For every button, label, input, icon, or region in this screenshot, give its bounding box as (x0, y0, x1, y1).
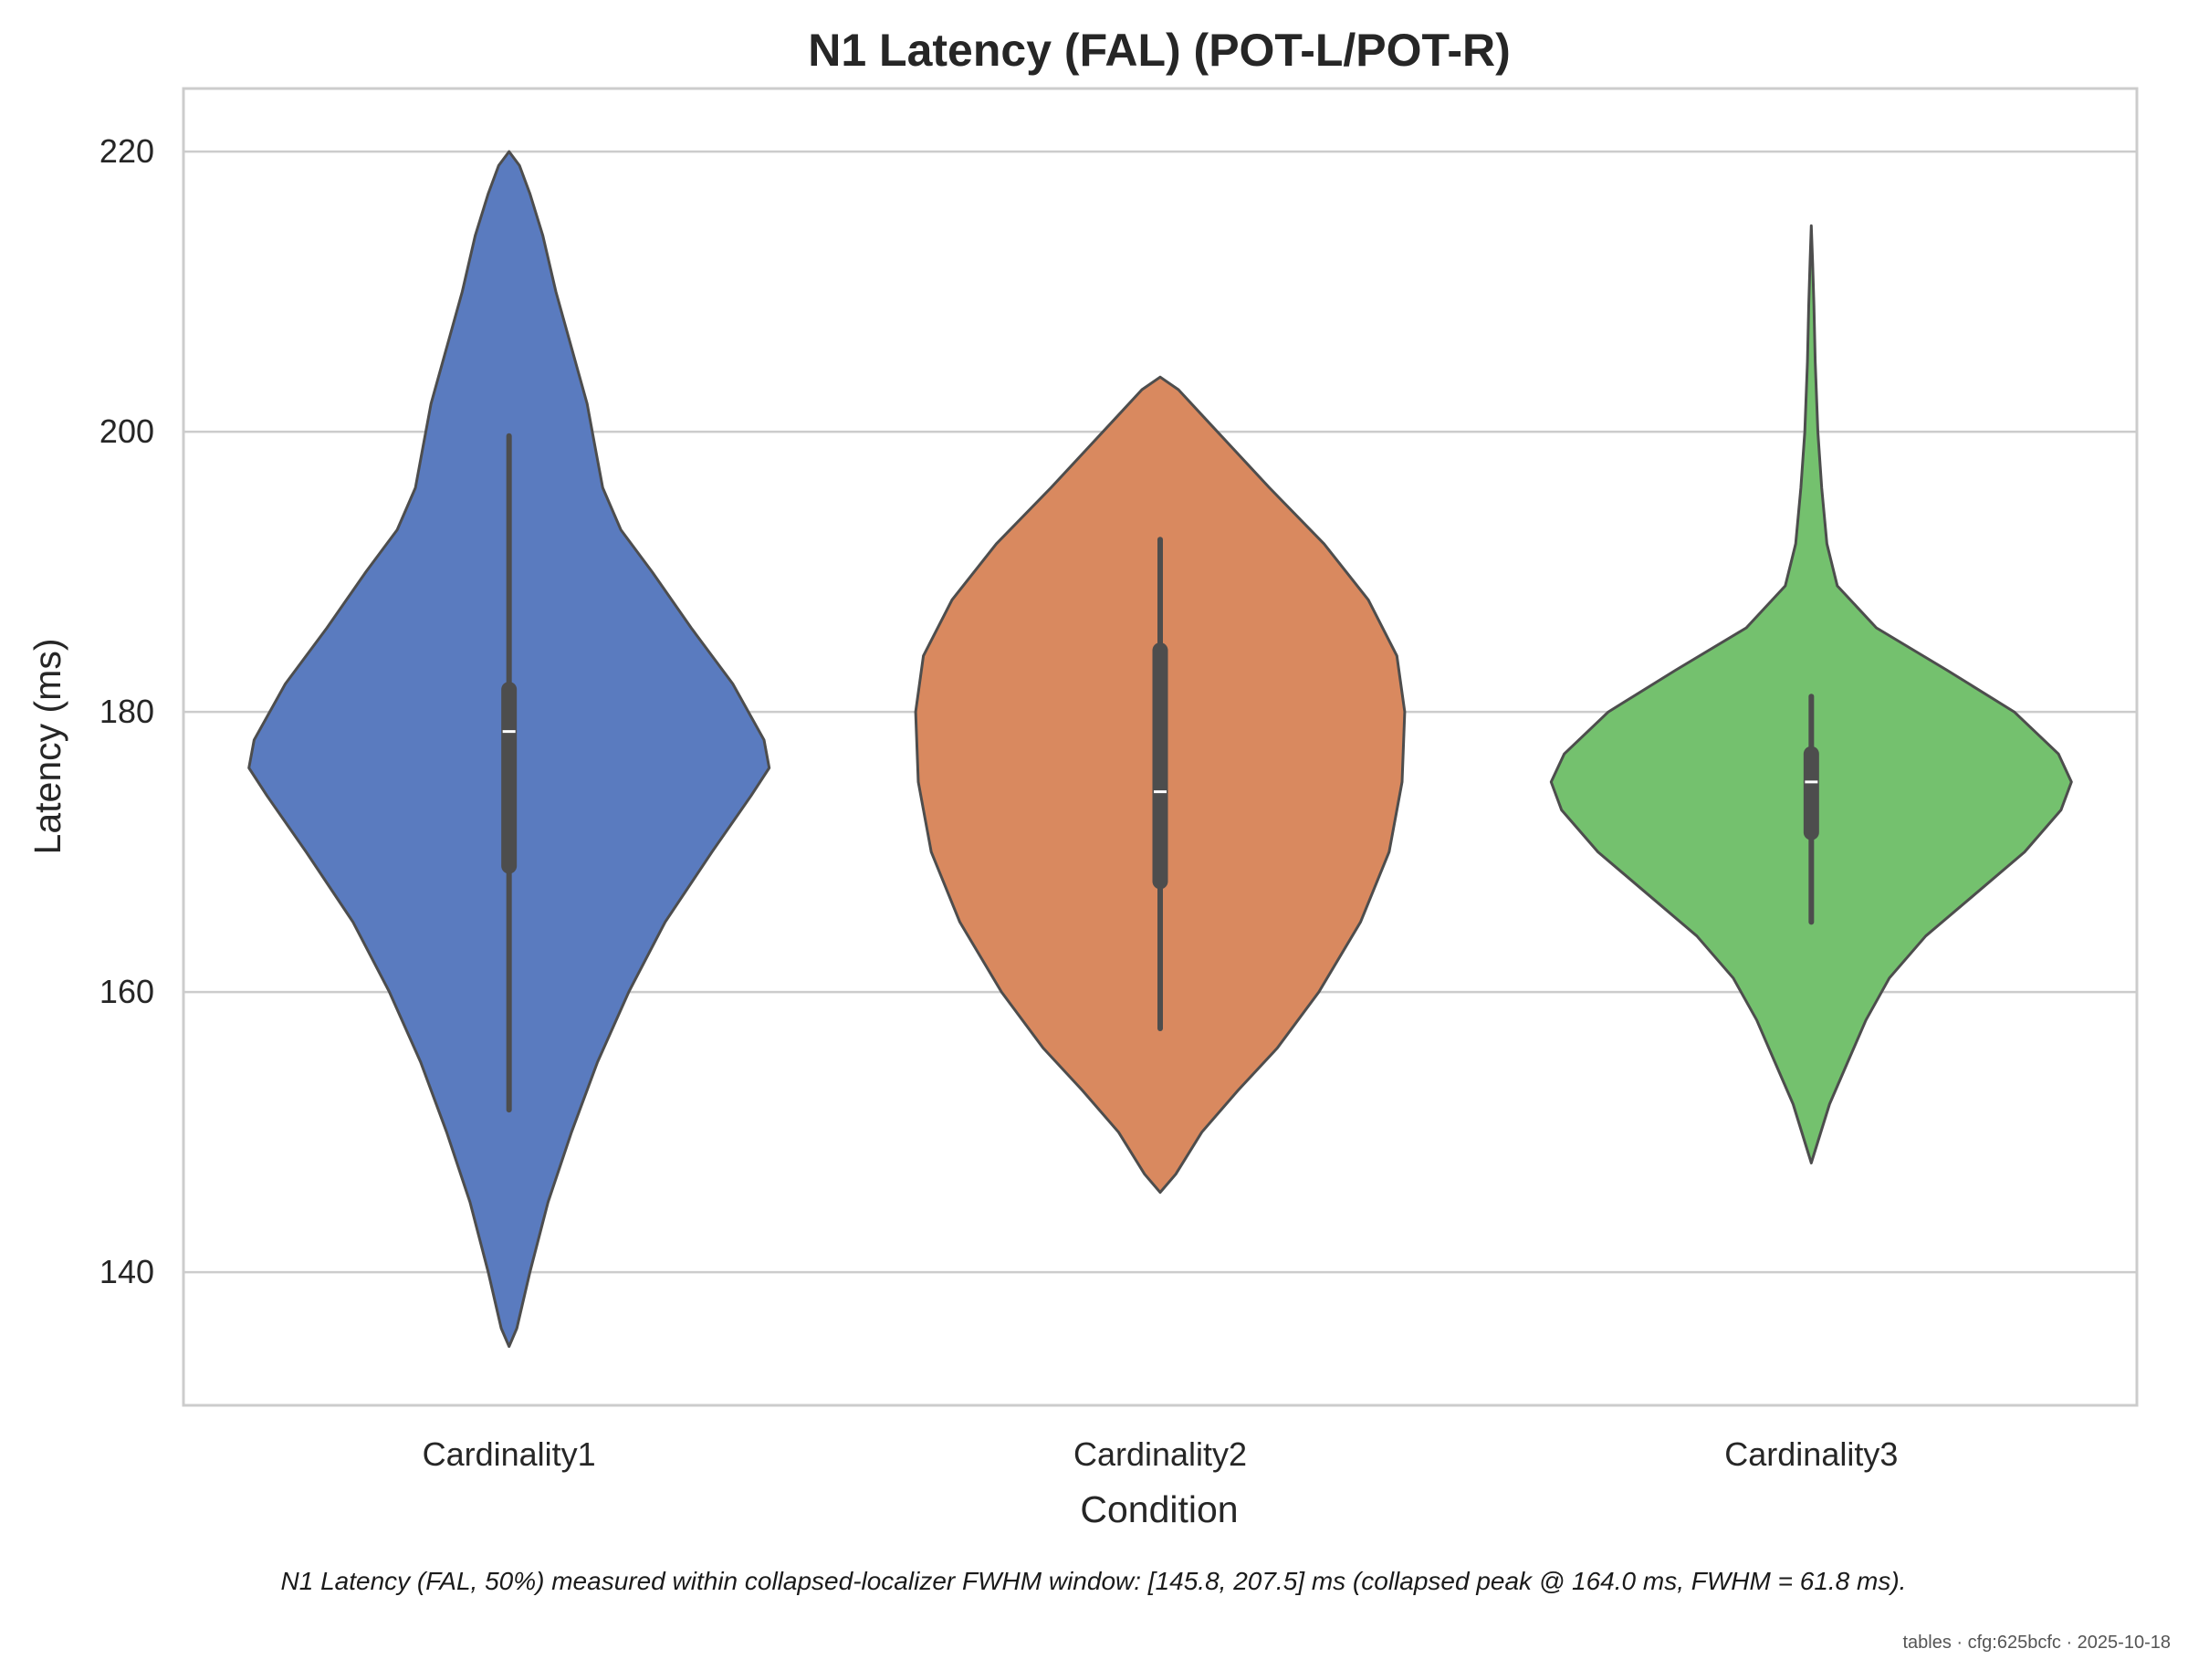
y-tick-label: 200 (99, 412, 154, 450)
y-tick-label: 180 (99, 693, 154, 730)
x-tick-label: Cardinality2 (1073, 1435, 1247, 1473)
plot-frame (182, 87, 2139, 1407)
y-axis-label: Latency (ms) (26, 639, 68, 855)
y-tick-label: 140 (99, 1253, 154, 1290)
y-tick-label: 220 (99, 132, 154, 170)
violin-cardinality2 (914, 375, 1407, 1195)
violin-cardinality3 (1549, 224, 2073, 1164)
build-stamp: tables · cfg:625bcfc · 2025-10-18 (1902, 1633, 2171, 1653)
y-tick-labels: 140 160 180 200 220 (99, 132, 154, 1290)
x-tick-label: Cardinality3 (1724, 1435, 1898, 1473)
violin-cardinality1 (247, 150, 771, 1348)
footnote: N1 Latency (FAL, 50%) measured within co… (281, 1567, 1907, 1595)
x-tick-labels: Cardinality1 Cardinality2 Cardinality3 (423, 1435, 1899, 1473)
violins (247, 150, 2073, 1348)
y-tick-label: 160 (99, 973, 154, 1010)
chart-title: N1 Latency (FAL) (POT-L/POT-R) (808, 25, 1510, 76)
x-axis-label: Condition (1080, 1488, 1238, 1530)
x-tick-label: Cardinality1 (423, 1435, 596, 1473)
